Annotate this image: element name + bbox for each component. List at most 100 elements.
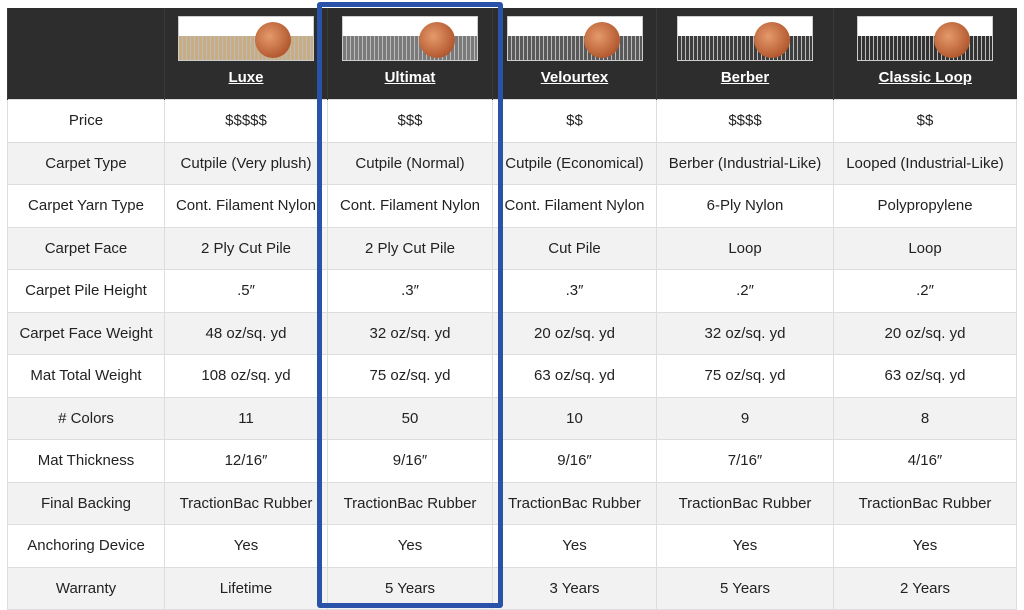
row-label: Carpet Pile Height (7, 269, 165, 313)
cell-value: $$$ (327, 99, 493, 143)
row-label: Mat Total Weight (7, 354, 165, 398)
cell-value: .3″ (492, 269, 657, 313)
table-row: Final Backing TractionBac Rubber TractionB… (7, 481, 1017, 525)
cell-value: TractionBac Rubber (833, 481, 1017, 525)
table-row: Mat Total Weight 108 oz/sq. yd 75 oz/sq. y… (7, 354, 1017, 398)
cell-value: Cont. Filament Nylon (164, 184, 328, 228)
product-header: Classic Loop (833, 8, 1017, 100)
product-header: Luxe (164, 8, 328, 100)
cell-value: 8 (833, 396, 1017, 440)
cell-value: Berber (Industrial-Like) (656, 141, 834, 185)
cell-value: 11 (164, 396, 328, 440)
cell-value: Cont. Filament Nylon (492, 184, 657, 228)
cell-value: Lifetime (164, 566, 328, 610)
cell-value: Yes (164, 524, 328, 568)
cell-value: 63 oz/sq. yd (833, 354, 1017, 398)
cell-value: .3″ (327, 269, 493, 313)
penny-image (255, 22, 291, 58)
carpet-sample-image (506, 16, 643, 61)
table-row: # Colors 11 50 10 9 8 (7, 396, 1017, 440)
cell-value: 6-Ply Nylon (656, 184, 834, 228)
row-label: Mat Thickness (7, 439, 165, 483)
table-row: Mat Thickness 12/16″ 9/16″ 9/16″ 7/16″ 4/16″ (7, 439, 1017, 483)
cell-value: 9/16″ (492, 439, 657, 483)
cell-value: 2 Ply Cut Pile (327, 226, 493, 270)
table-row: Carpet Face Weight 48 oz/sq. yd 32 oz/sq. … (7, 311, 1017, 355)
row-label: Carpet Type (7, 141, 165, 185)
product-link[interactable]: Velourtex (540, 69, 609, 86)
carpet-sample-image (342, 16, 478, 61)
cell-value: 20 oz/sq. yd (492, 311, 657, 355)
carpet-sample-image (857, 16, 994, 61)
header-row: Luxe Ultimat Velourtex Berber Classic Loop (7, 8, 1017, 100)
table-row: Carpet Pile Height .5″ .3″ .3″ .2″ .2″ (7, 269, 1017, 313)
product-header: Berber (656, 8, 834, 100)
penny-image (754, 22, 790, 58)
cell-value: 5 Years (327, 566, 493, 610)
table-row: Price $$$$$ $$$ $$ $$$$ $$ (7, 99, 1017, 143)
cell-value: Cut Pile (492, 226, 657, 270)
cell-value: .2″ (833, 269, 1017, 313)
cell-value: TractionBac Rubber (656, 481, 834, 525)
row-label: Final Backing (7, 481, 165, 525)
product-link[interactable]: Ultimat (384, 69, 436, 86)
product-link[interactable]: Classic Loop (878, 69, 972, 86)
cell-value: 7/16″ (656, 439, 834, 483)
carpet-sample-image (677, 16, 813, 61)
cell-value: $$ (492, 99, 657, 143)
cell-value: Cutpile (Economical) (492, 141, 657, 185)
cell-value: Looped (Industrial-Like) (833, 141, 1017, 185)
cell-value: .5″ (164, 269, 328, 313)
product-header: Ultimat (327, 8, 493, 100)
cell-value: 5 Years (656, 566, 834, 610)
product-link[interactable]: Luxe (228, 69, 264, 86)
cell-value: TractionBac Rubber (164, 481, 328, 525)
cell-value: Cutpile (Normal) (327, 141, 493, 185)
cell-value: Polypropylene (833, 184, 1017, 228)
penny-image (583, 22, 620, 58)
table-row: Warranty Lifetime 5 Years 3 Years 5 Years 2 Y… (7, 566, 1017, 610)
penny-image (419, 22, 455, 58)
cell-value: Yes (492, 524, 657, 568)
cell-value: 3 Years (492, 566, 657, 610)
comparison-table: Luxe Ultimat Velourtex Berber Classic Loop P… (7, 8, 1017, 610)
cell-value: 63 oz/sq. yd (492, 354, 657, 398)
row-label: Carpet Face (7, 226, 165, 270)
cell-value: 2 Ply Cut Pile (164, 226, 328, 270)
cell-value: 32 oz/sq. yd (327, 311, 493, 355)
cell-value: 50 (327, 396, 493, 440)
cell-value: Loop (656, 226, 834, 270)
cell-value: $$$$ (656, 99, 834, 143)
table-row: Carpet Yarn Type Cont. Filament Nylon Cont… (7, 184, 1017, 228)
penny-image (934, 22, 971, 58)
cell-value: 12/16″ (164, 439, 328, 483)
header-corner (7, 8, 165, 100)
row-label: Carpet Yarn Type (7, 184, 165, 228)
cell-value: 48 oz/sq. yd (164, 311, 328, 355)
cell-value: .2″ (656, 269, 834, 313)
cell-value: 9/16″ (327, 439, 493, 483)
cell-value: 75 oz/sq. yd (327, 354, 493, 398)
cell-value: TractionBac Rubber (327, 481, 493, 525)
cell-value: 32 oz/sq. yd (656, 311, 834, 355)
row-label: Carpet Face Weight (7, 311, 165, 355)
row-label: Anchoring Device (7, 524, 165, 568)
cell-value: Yes (656, 524, 834, 568)
cell-value: 75 oz/sq. yd (656, 354, 834, 398)
product-header: Velourtex (492, 8, 657, 100)
carpet-sample-image (178, 16, 314, 61)
table-row: Carpet Type Cutpile (Very plush) Cutpile (… (7, 141, 1017, 185)
cell-value: $$ (833, 99, 1017, 143)
cell-value: Yes (833, 524, 1017, 568)
cell-value: 108 oz/sq. yd (164, 354, 328, 398)
cell-value: TractionBac Rubber (492, 481, 657, 525)
cell-value: 9 (656, 396, 834, 440)
cell-value: 10 (492, 396, 657, 440)
cell-value: Loop (833, 226, 1017, 270)
cell-value: 20 oz/sq. yd (833, 311, 1017, 355)
product-link[interactable]: Berber (720, 69, 770, 86)
cell-value: Cutpile (Very plush) (164, 141, 328, 185)
table-row: Carpet Face 2 Ply Cut Pile 2 Ply Cut Pile C… (7, 226, 1017, 270)
row-label: # Colors (7, 396, 165, 440)
cell-value: 2 Years (833, 566, 1017, 610)
